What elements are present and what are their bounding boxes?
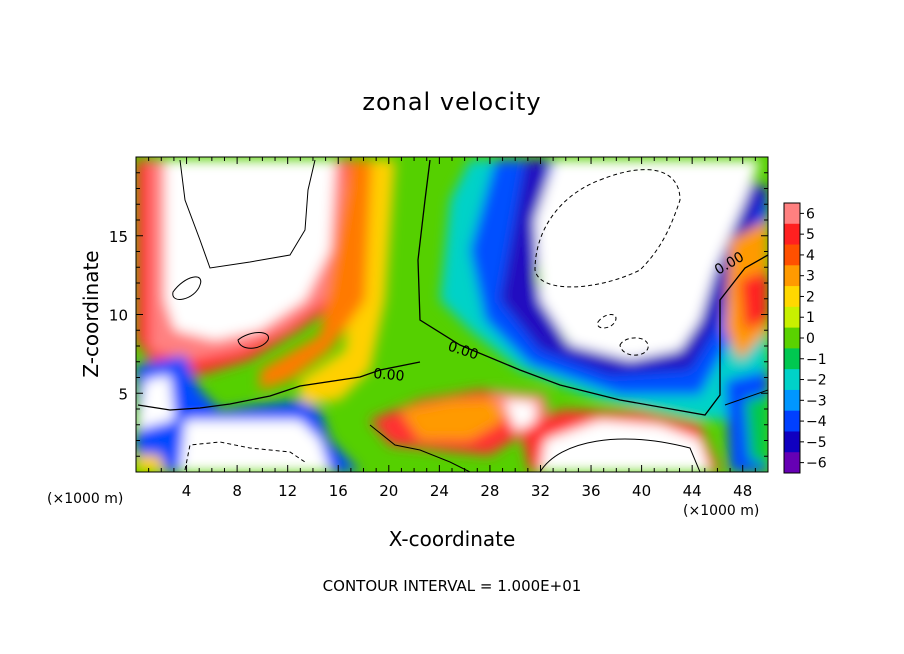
x-tick-label: 20 [379,482,398,500]
colorbar-swatch [784,369,800,391]
colorbar-label: −2 [806,373,827,389]
colorbar-swatch [784,203,800,225]
x-tick-label: 36 [581,482,600,500]
x-tick-label: 8 [232,482,242,500]
colorbar-label: 2 [806,289,815,305]
colorbar-swatch [784,348,800,370]
chart-title: zonal velocity [362,88,542,116]
colorbar-label: −4 [806,414,827,430]
x-tick-label: 44 [683,482,702,500]
colorbar-swatch [784,265,800,287]
colorbar-label: 6 [806,206,815,222]
colorbar-label: −5 [806,435,827,451]
colorbar-swatch [784,327,800,349]
colorbar-label: −6 [806,456,827,472]
x-tick-label: 32 [531,482,550,500]
colorbar-swatch [784,223,800,246]
x-tick-label: 48 [733,482,752,500]
colorbar-label: 1 [806,310,815,326]
x-tick-label: 24 [430,482,449,500]
colorbar-label: 0 [806,331,815,347]
colorbar-swatch [784,410,800,432]
colorbar-label: −3 [806,393,827,409]
y-axis-label: Z-coordinate [79,250,103,378]
colorbar-swatch [784,431,800,453]
colorbar-swatch [784,286,800,308]
x-tick-label: 16 [329,482,348,500]
x-axis: 4 8 12 16 20 24 28 32 36 40 44 48 [135,157,769,500]
colorbar-label: 3 [806,269,815,285]
velocity-field: 0.00 0.00 0.00 [136,157,768,472]
colorbar-swatch [784,306,800,329]
y-tick-label: 15 [109,228,128,246]
colorbar-swatch [784,244,800,266]
y-axis: 5 10 15 [109,156,768,473]
colorbar-label: 5 [806,227,815,243]
colorbar-swatch [784,452,800,474]
x-tick-label: 40 [632,482,651,500]
y-tick-label: 5 [118,385,128,403]
colorbar-swatch [784,389,800,412]
x-axis-unit-right: (×1000 m) [683,503,760,519]
contour-label: 0.00 [373,366,405,385]
x-tick-label: 28 [480,482,499,500]
colorbar-label: −1 [806,352,827,368]
x-tick-label: 4 [182,482,192,500]
x-axis-label: X-coordinate [388,527,516,551]
y-tick-label: 10 [109,307,128,325]
colorbar-label: 4 [806,248,815,264]
x-tick-label: 12 [278,482,297,500]
x-axis-unit-left: (×1000 m) [47,491,124,507]
colorbar: 6 5 4 3 2 1 0 −1 −2 −3 −4 −5 −6 [783,202,827,474]
contour-interval-note: CONTOUR INTERVAL = 1.000E+01 [322,577,582,595]
